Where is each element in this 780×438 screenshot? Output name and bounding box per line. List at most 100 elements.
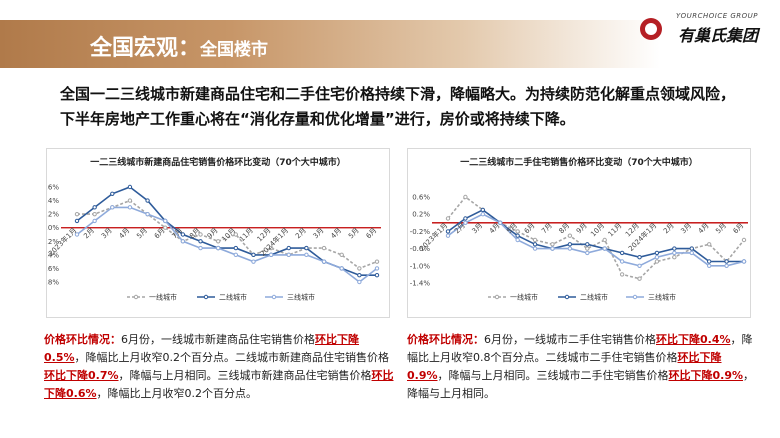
x-tick-label: 2月: [294, 226, 308, 240]
data-point: [637, 263, 642, 269]
x-tick-label: 11月: [238, 226, 255, 243]
data-point: [357, 266, 362, 271]
data-point: [74, 211, 80, 217]
header-band: [0, 20, 660, 68]
data-point: [92, 211, 97, 217]
data-point: [672, 255, 677, 260]
note-text: ，降幅比上月收窄0.8个百分点。二线城市二手住宅销售价格: [407, 333, 753, 364]
data-point: [445, 216, 451, 221]
data-point: [567, 246, 573, 251]
data-point: [357, 279, 362, 285]
chart-title: 一二三线城市新建商品住宅销售价格环比变动（70个大中城市）: [90, 156, 346, 168]
x-tick-label: 2023年1月: [417, 221, 449, 253]
legend-marker: [271, 294, 277, 300]
data-point: [180, 232, 186, 237]
x-tick-label: 11月: [607, 222, 624, 239]
data-point: [532, 246, 538, 251]
data-point: [672, 250, 677, 256]
data-point: [357, 273, 362, 278]
data-point: [654, 250, 660, 256]
data-point: [198, 245, 203, 251]
page-title: 全国宏观：全国楼市: [90, 30, 268, 62]
data-point: [515, 233, 520, 238]
data-point: [706, 263, 712, 269]
brand-logo: YOURCHOICE GROUP 有巢氏集团: [638, 12, 768, 45]
data-point: [463, 220, 468, 226]
y-tick-label: -0.6%: [410, 245, 431, 253]
note-text: 6月份，一线城市二手住宅销售价格: [484, 333, 656, 346]
brand-en: YOURCHOICE GROUP: [675, 12, 758, 20]
chart-new-homes: 一二三线城市新建商品住宅销售价格环比变动（70个大中城市） 0.6% 0.4% 0.2…: [47, 156, 381, 302]
note-new-homes: 价格环比情况：6月份，一线城市新建商品住宅销售价格环比下降0.5%，降幅比上月收…: [44, 331, 394, 403]
data-point: [602, 237, 607, 243]
data-point: [480, 211, 486, 217]
data-point: [198, 232, 203, 237]
data-point: [251, 259, 256, 264]
data-point: [567, 242, 573, 247]
note-highlight: 环比下降0.5%: [44, 333, 359, 364]
data-point: [619, 259, 625, 264]
data-point: [619, 250, 625, 256]
y-tick-label: -0.4%: [47, 251, 59, 259]
data-point: [689, 246, 694, 251]
note-highlight: 环比下降0.4%: [656, 333, 731, 346]
note-text: ，降幅与上月相同。: [407, 369, 755, 400]
data-point: [585, 250, 590, 256]
x-tick-label: 6月: [523, 222, 537, 236]
x-tick-label: 2月: [662, 222, 676, 236]
data-point: [374, 273, 380, 278]
note-text: 6月份，一线城市新建商品住宅销售价格: [121, 333, 315, 346]
y-tick-label: 0.2%: [412, 211, 430, 219]
note-text: ，降幅与上月相同。三线城市新建商品住宅销售价格: [118, 369, 372, 382]
data-point: [637, 276, 642, 281]
series-line: [77, 199, 378, 270]
x-tick-label: 4月: [118, 226, 132, 240]
data-point: [215, 245, 221, 251]
data-point: [585, 246, 590, 251]
note-text: ，降幅比上月收窄0.2个百分点。二线城市新建商品住宅销售价格: [74, 351, 390, 364]
legend-label: 三线城市: [648, 293, 676, 302]
data-point: [532, 237, 538, 243]
data-point: [92, 218, 97, 224]
data-point: [74, 218, 80, 224]
legend-marker: [203, 294, 209, 300]
series-line: [447, 213, 745, 267]
y-tick-label: 0.4%: [47, 197, 59, 205]
series-line: [76, 206, 378, 284]
data-point: [498, 220, 503, 226]
x-tick-label: 3月: [312, 226, 326, 240]
data-point: [585, 242, 590, 247]
data-point: [145, 211, 150, 217]
data-point: [724, 263, 729, 269]
note-lead: 价格环比情况：: [407, 333, 484, 346]
chart-panel-new-homes: 一二三线城市新建商品住宅销售价格环比变动（70个大中城市） 0.6% 0.4% 0.2…: [46, 148, 390, 318]
data-point: [198, 239, 203, 244]
data-point: [251, 252, 256, 258]
y-tick-label: 0.0%: [47, 224, 59, 232]
data-point: [286, 252, 291, 258]
data-point: [550, 246, 555, 251]
note-text: ，降幅与上月相同。三线城市二手住宅销售价格: [437, 369, 669, 382]
y-tick-label: -1.0%: [410, 262, 431, 270]
note-highlight: 环比下降0.9%: [407, 351, 722, 382]
data-point: [163, 218, 168, 224]
data-point: [321, 245, 327, 251]
data-point: [706, 259, 712, 264]
legend-label: 三线城市: [287, 293, 315, 302]
data-point: [445, 229, 451, 234]
data-point: [74, 232, 80, 237]
data-point: [741, 237, 747, 243]
data-point: [110, 191, 115, 196]
data-point: [233, 245, 239, 251]
legend-label: 一线城市: [149, 293, 177, 302]
x-tick-label: 8月: [558, 222, 572, 236]
data-point: [463, 194, 468, 200]
data-point: [619, 272, 625, 277]
data-point: [463, 216, 468, 221]
data-point: [339, 252, 344, 258]
data-point: [672, 246, 677, 251]
data-point: [110, 205, 115, 210]
data-point: [127, 198, 133, 203]
legend-marker: [564, 294, 570, 300]
y-tick-label: 0.6%: [412, 194, 430, 202]
